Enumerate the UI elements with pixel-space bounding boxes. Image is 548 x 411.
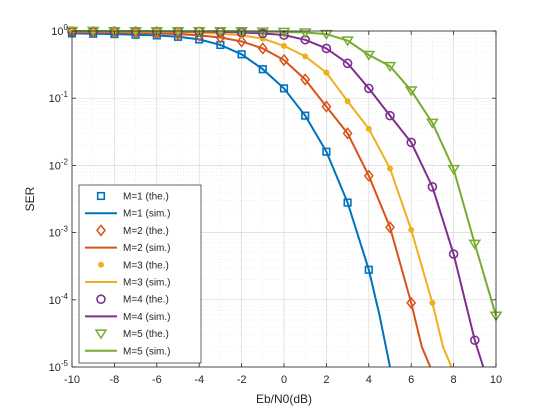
data-point-marker xyxy=(385,221,395,234)
x-tick-label: -10 xyxy=(64,374,80,386)
data-point-marker xyxy=(277,27,291,38)
x-tick-label: 2 xyxy=(323,374,329,386)
data-point-marker xyxy=(363,83,374,94)
data-point-marker xyxy=(279,84,289,93)
data-point-marker xyxy=(302,53,309,60)
data-point-marker xyxy=(342,58,353,69)
data-point-marker xyxy=(343,198,352,207)
data-point-marker xyxy=(342,127,353,140)
y-tick-label: 10-5 xyxy=(49,359,69,374)
y-tick-label: 10-2 xyxy=(49,157,69,172)
data-point-marker xyxy=(363,169,374,183)
data-point-marker xyxy=(300,73,311,86)
x-tick-label: -2 xyxy=(237,374,247,386)
legend-marker-swatch xyxy=(96,191,106,201)
legend-entry-label: M=2 (the.) xyxy=(123,226,169,237)
y-tick-label: 10-4 xyxy=(49,292,69,307)
data-point-marker xyxy=(448,249,459,259)
x-tick-label: 10 xyxy=(490,374,502,386)
legend-entry-label: M=4 (the.) xyxy=(123,295,169,306)
data-point-marker xyxy=(385,110,395,121)
data-point-marker xyxy=(427,182,438,192)
axis-ticks: -10 -8 -6 -4 -2 0 2 4 6 8 10 10-5 10-4 10-3 10-2 10-1 10… xyxy=(49,23,503,386)
x-axis-label: Eb/N0(dB) xyxy=(256,392,312,406)
data-point-marker xyxy=(323,69,330,76)
data-point-marker xyxy=(298,28,312,39)
data-point-marker xyxy=(258,65,267,74)
data-point-marker xyxy=(321,100,332,113)
data-point-marker xyxy=(406,296,417,310)
legend-entry-label: M=1 (the.) xyxy=(123,192,169,203)
data-point-marker xyxy=(364,265,373,274)
legend-marker-swatch xyxy=(94,329,108,340)
data-point-marker xyxy=(281,42,287,49)
data-point-marker xyxy=(468,239,482,250)
data-point-marker xyxy=(469,335,480,346)
data-point-marker xyxy=(86,26,100,37)
x-tick-label: -8 xyxy=(110,374,120,386)
legend-entry-label: M=2 (sim.) xyxy=(123,243,171,254)
data-point-marker xyxy=(408,226,415,233)
data-point-marker xyxy=(129,27,142,38)
y-axis-label: SER xyxy=(23,186,37,211)
data-point-marker xyxy=(426,118,439,129)
data-point-marker xyxy=(429,299,436,306)
data-point-marker xyxy=(341,36,354,47)
data-point-marker xyxy=(256,27,270,38)
data-point-marker xyxy=(150,27,164,38)
legend-marker-swatch xyxy=(98,261,104,268)
data-point-marker xyxy=(383,61,397,73)
data-point-marker xyxy=(257,42,268,55)
data-point-marker xyxy=(214,27,227,38)
data-point-marker xyxy=(321,43,332,54)
data-point-marker xyxy=(279,53,289,67)
data-point-marker xyxy=(237,50,246,59)
y-tick-label: 10-1 xyxy=(49,90,69,105)
data-point-marker xyxy=(404,86,418,97)
data-point-marker xyxy=(108,27,121,38)
data-point-marker xyxy=(236,35,247,48)
data-point-marker xyxy=(301,111,310,120)
legend-marker-swatch xyxy=(96,224,106,237)
y-tick-label: 100 xyxy=(51,23,68,38)
data-point-marker xyxy=(322,147,331,156)
data-point-marker xyxy=(235,27,248,38)
data-point-marker xyxy=(362,50,376,61)
legend-entry-label: M=1 (sim.) xyxy=(123,209,171,220)
x-tick-label: 6 xyxy=(408,374,414,386)
data-point-marker xyxy=(320,29,333,40)
legend-entry-label: M=3 (the.) xyxy=(123,260,169,271)
series-line xyxy=(71,32,391,368)
data-point-marker xyxy=(171,27,185,38)
y-tick-label: 10-3 xyxy=(49,225,69,240)
x-tick-label: 4 xyxy=(366,374,372,386)
x-tick-label: -4 xyxy=(194,374,204,386)
legend-marker-swatch xyxy=(96,294,106,305)
legend-entry-label: M=4 (sim.) xyxy=(123,312,171,323)
data-point-marker xyxy=(65,26,79,37)
x-tick-label: 8 xyxy=(451,374,457,386)
legend-entry-label: M=3 (sim.) xyxy=(123,278,171,289)
data-point-marker xyxy=(344,98,351,105)
data-point-marker xyxy=(447,164,460,176)
x-tick-label: 0 xyxy=(281,374,287,386)
data-point-marker xyxy=(406,137,417,148)
data-point-marker xyxy=(365,125,372,132)
data-point-marker xyxy=(387,165,393,172)
legend-box xyxy=(78,184,202,364)
legend: M=1 (the.) M=1 (sim.) M=2 (the.) M=2 (sim.)… xyxy=(78,184,202,364)
legend-entry-label: M=5 (the.) xyxy=(123,329,169,340)
data-point-marker xyxy=(192,27,206,38)
legend-entry-label: M=5 (sim.) xyxy=(123,346,171,357)
x-tick-label: -6 xyxy=(152,374,162,386)
